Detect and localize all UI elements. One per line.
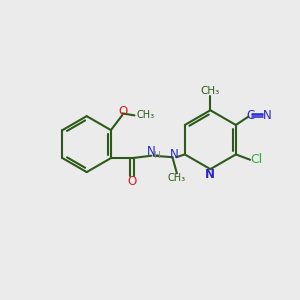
Text: Cl: Cl <box>250 153 262 166</box>
Text: CH₃: CH₃ <box>168 173 186 183</box>
Text: CH₃: CH₃ <box>137 110 155 120</box>
Text: N: N <box>263 109 272 122</box>
Text: N: N <box>147 146 156 158</box>
Text: CH₃: CH₃ <box>201 86 220 96</box>
Text: N: N <box>206 168 215 181</box>
Text: N: N <box>169 148 178 161</box>
Text: H: H <box>154 151 160 160</box>
Text: C: C <box>246 109 254 122</box>
Text: O: O <box>128 175 137 188</box>
Text: O: O <box>118 105 127 118</box>
